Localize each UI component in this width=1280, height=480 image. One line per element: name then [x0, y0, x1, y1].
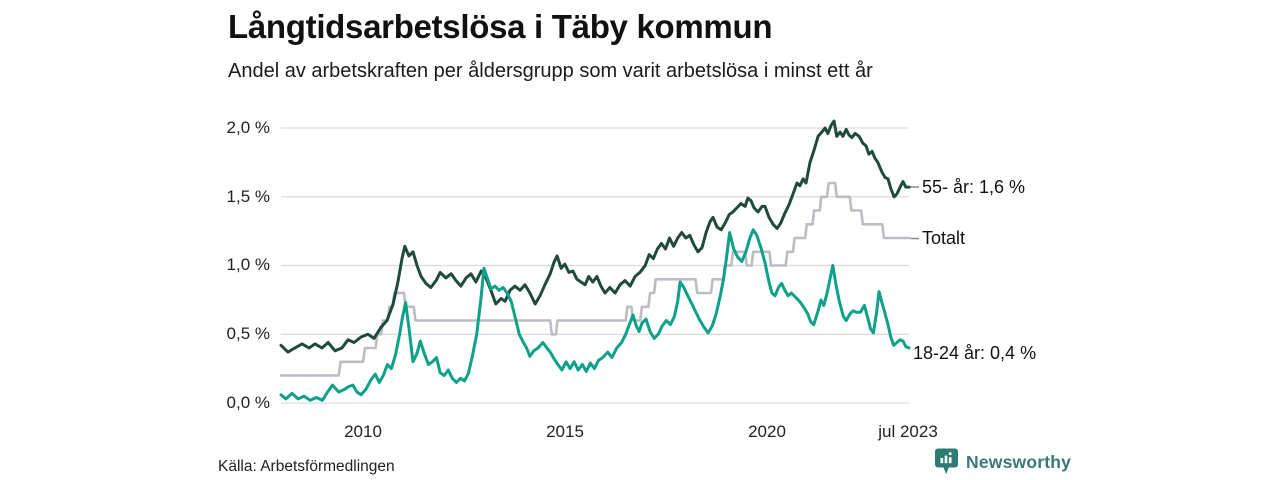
- series-line-55-ar: [279, 119, 911, 354]
- source-attribution: Källa: Arbetsförmedlingen: [218, 458, 395, 475]
- x-tick-2010: 2010: [344, 422, 382, 441]
- series-end-label-18-24-ar: 18-24 år: 0,4 %: [913, 343, 1037, 363]
- chart-subtitle: Andel av arbetskraften per åldersgrupp s…: [228, 60, 873, 82]
- x-tick-2015: 2015: [546, 422, 584, 441]
- page-title: Långtidsarbetslösa i Täby kommun: [228, 8, 773, 45]
- gridlines: [281, 127, 909, 404]
- series-end-label-totalt: Totalt: [922, 228, 966, 248]
- series-lines: [279, 119, 911, 402]
- y-tick-0-0: 0,0 %: [226, 393, 270, 412]
- x-tick-2020: 2020: [748, 422, 786, 441]
- branding: Newsworthy: [934, 448, 1071, 476]
- series-line-18-24-ar: [279, 228, 911, 402]
- newsworthy-bar-chart-pin-icon: [934, 448, 959, 476]
- series-end-label-55-ar: 55- år: 1,6 %: [922, 177, 1026, 197]
- y-tick-0-5: 0,5 %: [226, 324, 270, 343]
- branding-name: Newsworthy: [966, 451, 1072, 472]
- end-label-leader-dashes: [910, 186, 919, 240]
- y-tick-1-5: 1,5 %: [226, 187, 270, 206]
- y-tick-1-0: 1,0 %: [226, 255, 270, 274]
- x-tick-jul-2023: jul 2023: [878, 422, 938, 441]
- y-tick-2-0: 2,0 %: [226, 118, 270, 137]
